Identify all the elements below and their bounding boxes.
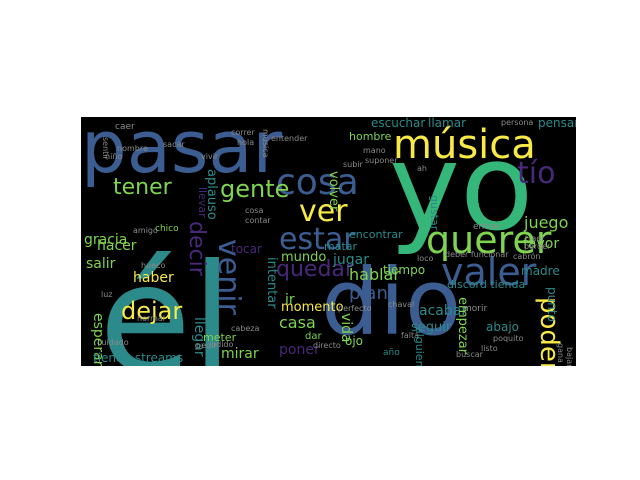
word-directo: directo (313, 341, 341, 350)
word-cosa: cosa (245, 206, 264, 215)
word-luz: luz (101, 290, 113, 299)
word-entrar: entrar (473, 222, 501, 232)
word-mirar: mirar (221, 346, 259, 362)
word-discord-tienda: discord tienda (447, 278, 526, 291)
word-amigo: amigo (133, 226, 158, 235)
word-entender: entender (271, 134, 308, 143)
word-favor: favor (523, 236, 560, 252)
word-plan: plan (349, 283, 388, 304)
word-bajar: bajar (565, 347, 574, 366)
word-dio: dio (321, 249, 462, 356)
word-jodido: jodido (209, 340, 234, 349)
word-cloud: él yo pasar dio música querer valer cosa estar ve… (81, 117, 576, 366)
word-mundo: mundo (281, 250, 327, 265)
word-subir: subir (343, 160, 363, 169)
word-hombre: hombre (349, 130, 392, 143)
word-cuidado: cuidado (97, 338, 129, 347)
word-gana: gana (556, 343, 565, 363)
word-correr: correr (231, 128, 255, 137)
word-ojo: ojo (345, 334, 364, 348)
word-escuchar: escuchar (371, 117, 426, 130)
word-llevar: llevar (196, 187, 209, 218)
word-seguir: seguir (411, 320, 452, 335)
word-listo: listo (481, 344, 498, 353)
word-hacer: hacer (97, 238, 137, 254)
word-gustar: gustar (428, 195, 441, 231)
word-chaval: chaval (388, 300, 415, 309)
word-madre: madre (521, 264, 560, 278)
word-acabar: acabar (419, 303, 468, 319)
word-caer: caer (115, 122, 135, 132)
word-suponer: suponer (365, 156, 398, 165)
word-sacar: sacar (163, 140, 185, 149)
word-persona: persona (501, 118, 534, 127)
word-tener: tener (113, 175, 172, 200)
word-intentar: intentar (264, 257, 279, 309)
word-pasar: pasar (81, 117, 283, 189)
word-nino: niño (105, 152, 123, 161)
word-ir: ir (285, 292, 295, 308)
word-poner: poner (279, 342, 320, 358)
word-contar: contar (245, 216, 271, 225)
word-tiempo: tiempo (383, 263, 426, 277)
word-quedar: quedar (276, 257, 354, 282)
word-hueco: hueco (141, 261, 166, 270)
word-dar: dar (305, 331, 322, 342)
word-ano: año (383, 348, 400, 358)
word-poquito: poquito (493, 334, 524, 343)
word-normal: normal (137, 314, 166, 323)
word-pensar: pensar (538, 117, 576, 130)
word-loco: loco (417, 254, 434, 263)
word-buscar: buscar (456, 350, 483, 359)
word-musica: música (261, 129, 270, 158)
word-nombre: nombre (117, 144, 148, 153)
word-meter: meter (203, 331, 237, 344)
word-musica: música (393, 122, 536, 168)
word-cosa: cosa (276, 162, 359, 203)
word-ver: ver (299, 194, 348, 229)
word-dejar: dejar (121, 297, 183, 325)
word-salir: salir (86, 256, 116, 272)
word-perder: perder (524, 242, 551, 251)
word-yo: yo (389, 119, 534, 258)
word-querer: querer (426, 218, 552, 262)
word-volver: volver (326, 171, 341, 212)
word-cabeza: cabeza (231, 324, 260, 333)
word-ah: ah (417, 164, 427, 173)
word-llamar: llamar (428, 117, 466, 130)
word-tienda-streams: tienda streams (93, 351, 184, 365)
word-traer: traer (525, 234, 545, 243)
word-matar: matar (324, 240, 358, 253)
word-vivir: vivir (201, 152, 219, 161)
word-tocar: tocar (231, 242, 262, 256)
word-abajo: abajo (486, 320, 519, 334)
word-tio: tío (517, 156, 556, 191)
word-falta: falta (401, 331, 419, 340)
word-deber-funcionar: deber funcionar (445, 250, 509, 259)
word-estar: estar (279, 222, 356, 257)
word-haber: haber (133, 270, 174, 286)
word-juego: juego (524, 213, 569, 232)
word-gracia: gracia (84, 232, 128, 248)
word-encontrar: encontrar (349, 228, 403, 241)
word-valer: valer (441, 250, 537, 294)
word-hablar: hablar (349, 265, 400, 284)
word-pedir: pedir (196, 341, 217, 350)
word-morir: morir (463, 304, 488, 314)
word-hola: hola (237, 138, 255, 147)
word-decir: decir (184, 221, 209, 276)
word-momento: momento (281, 300, 344, 315)
word-cabron: cabrón (513, 252, 541, 261)
word-punto: punto (545, 287, 559, 322)
word-el: él (99, 233, 233, 366)
word-casa: casa (279, 313, 316, 332)
word-gente: gente (220, 175, 290, 203)
word-jugar: jugar (333, 252, 369, 268)
word-chico: chico (155, 224, 179, 234)
word-perfecto: perfecto (338, 304, 372, 313)
word-mano: mano (363, 146, 386, 155)
